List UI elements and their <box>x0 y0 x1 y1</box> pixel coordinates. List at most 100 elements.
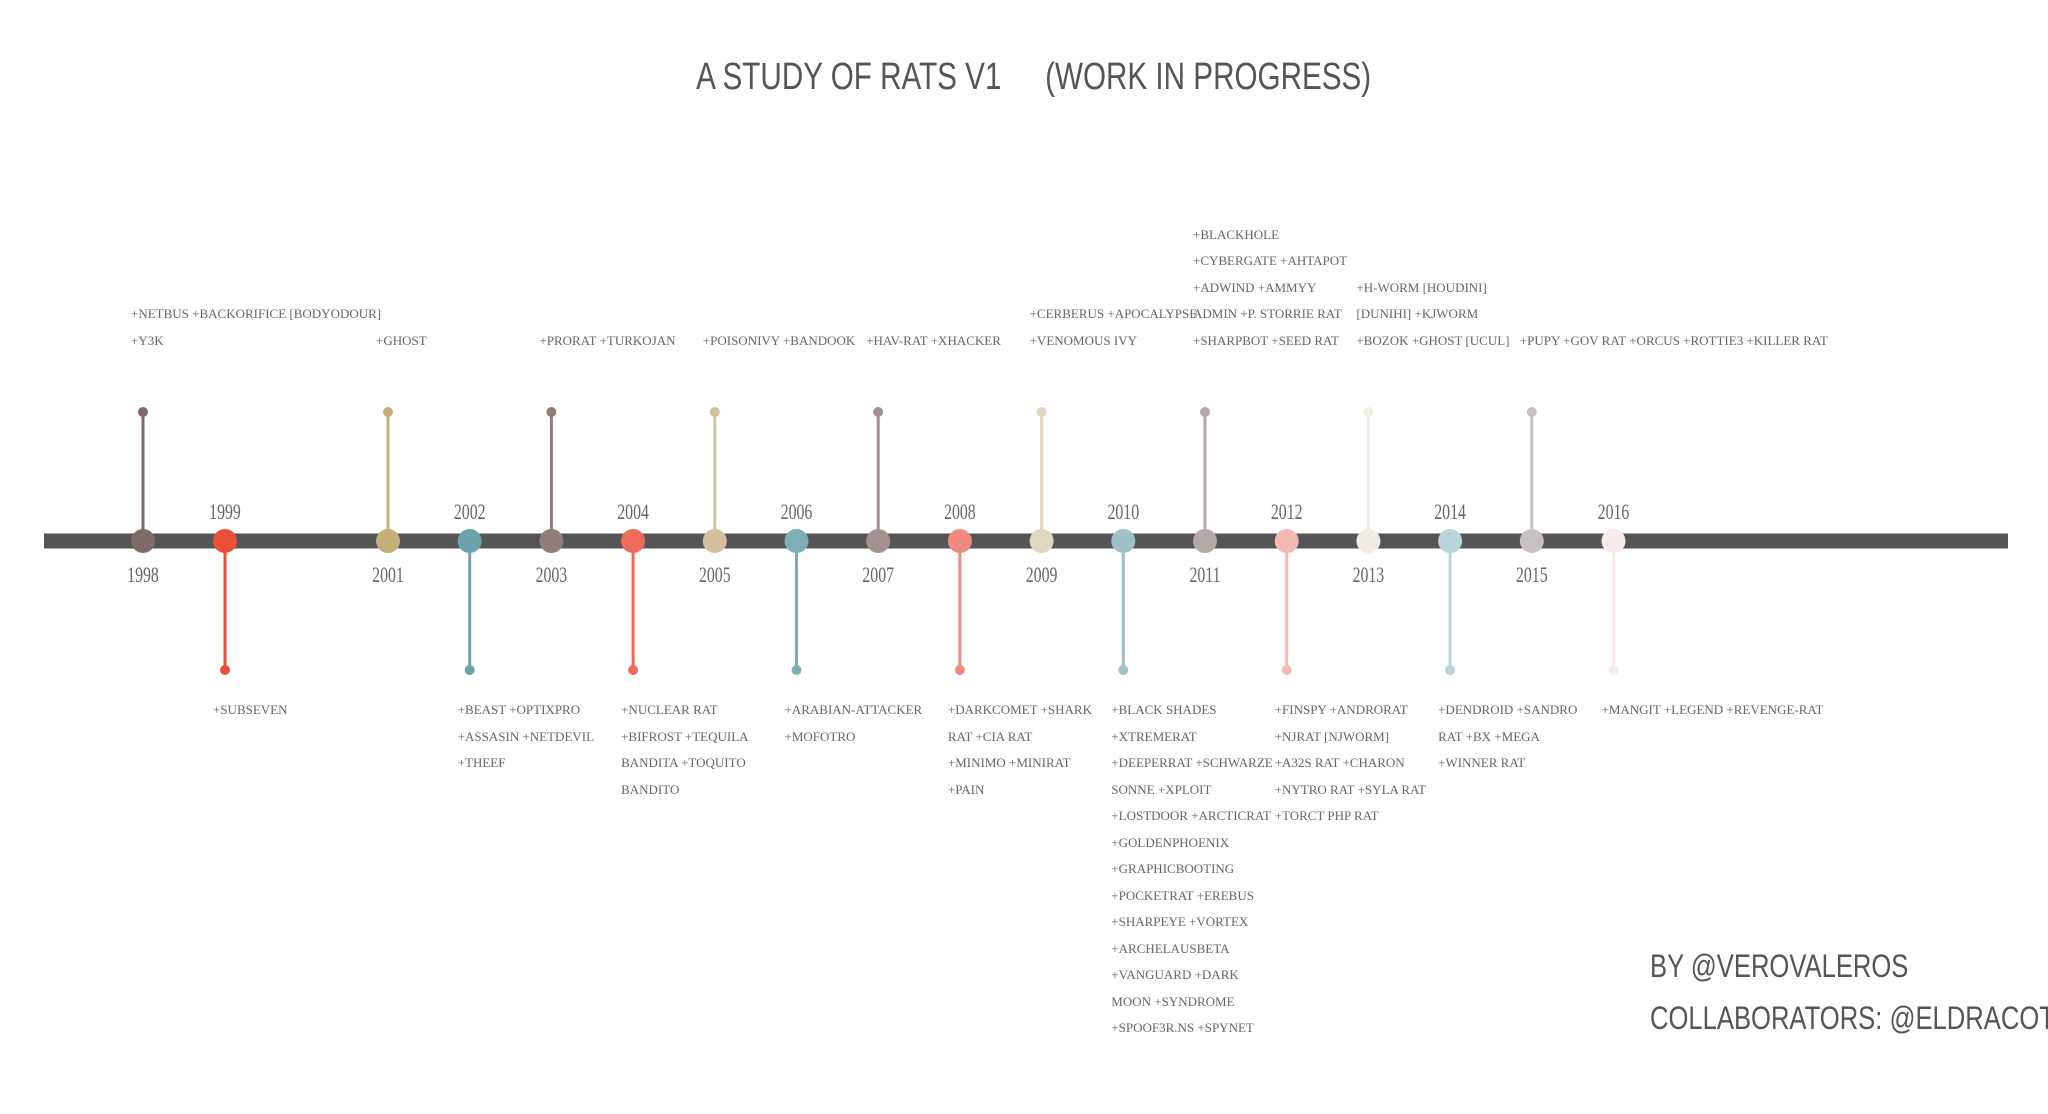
year-node-2013 <box>1356 529 1381 553</box>
year-label-2004: 2004 <box>617 501 649 525</box>
entry-line: SONNE +XPLOIT <box>1111 781 1212 797</box>
entry-2014: +DENDROID +SANDRO RAT +BX +MEGA +WINNER RA… <box>1438 697 1577 777</box>
entry-line: +POCKETRAT +EREBUS <box>1111 887 1254 903</box>
entry-line: +GRAPHICBOOTING <box>1111 861 1235 876</box>
entry-2010: +BLACK SHADES +XTREMERAT +DEEPERRAT +SCHWA… <box>1111 697 1272 1042</box>
collaborators-credit: COLLABORATORS: @ELDRACOTE <box>1650 1000 2048 1036</box>
entry-line: +WINNER RAT <box>1438 755 1526 770</box>
entry-line: +ADWIND +AMMYY <box>1193 279 1317 295</box>
entry-line: +NYTRO RAT +SYLA RAT <box>1274 781 1426 797</box>
year-label-2011: 2011 <box>1189 564 1220 588</box>
entry-line: MOON +SYNDROME <box>1111 993 1235 1009</box>
year-label-2001: 2001 <box>372 564 404 588</box>
year-node-2011 <box>1193 529 1217 553</box>
entry-line: +NUCLEAR RAT <box>621 702 718 717</box>
stem-tip-2010 <box>1118 665 1129 675</box>
entry-2016: +MANGIT +LEGEND +REVENGE-RAT <box>1602 697 1824 724</box>
stem-tip-2014 <box>1445 665 1456 675</box>
entry-2005: +POISONIVY +BANDOOK <box>703 328 856 355</box>
entry-line: BANDITA +TOQUITO <box>621 755 746 770</box>
stem-tip-2005 <box>709 407 720 417</box>
entry-line: +NETBUS +BACKORIFICE [BODYODOUR] <box>131 306 382 321</box>
stem-tip-2008 <box>954 665 965 675</box>
year-label-2014: 2014 <box>1434 501 1466 525</box>
entry-line: +DARKCOMET +SHARK <box>947 702 1092 717</box>
year-node-2007 <box>866 529 891 553</box>
stem-tip-1999 <box>220 665 230 675</box>
stem-tip-2013 <box>1363 407 1374 417</box>
year-label-2008: 2008 <box>944 501 976 525</box>
stem-tip-1998 <box>138 407 148 417</box>
entry-line: +ASSASIN +NETDEVIL <box>457 728 595 744</box>
entry-line: +POISONIVY +BANDOOK <box>702 332 856 348</box>
entry-2008: +DARKCOMET +SHARK RAT +CIA RAT +MINIMO +MI… <box>948 697 1092 803</box>
entry-2003: +PRORAT +TURKOJAN <box>539 328 675 355</box>
year-label-1998: 1998 <box>127 564 159 588</box>
year-node-2016 <box>1601 529 1626 553</box>
entry-line: +VENOMOUS IVY <box>1029 332 1137 348</box>
entry-line: +FINSPY +ANDRORAT <box>1274 702 1408 717</box>
entry-line: [DUNIHI] +KJWORM <box>1356 306 1479 321</box>
stem-tip-2016 <box>1608 665 1619 675</box>
stem-tip-2006 <box>791 665 802 675</box>
year-label-2006: 2006 <box>781 501 813 525</box>
entry-2006: +ARABIAN-ATTACKER +MOFOTRO <box>785 697 923 750</box>
entry-line: RAT +BX +MEGA <box>1438 728 1540 744</box>
entry-line: +PAIN <box>947 781 985 797</box>
entry-line: +PRORAT +TURKOJAN <box>539 332 676 348</box>
entry-2009: +CERBERUS +APOCALYPSE +VENOMOUS IVY <box>1030 301 1198 354</box>
year-node-2014 <box>1438 529 1463 553</box>
entry-line: +GOLDENPHOENIX <box>1111 834 1230 850</box>
stem-tip-2009 <box>1036 407 1047 417</box>
entry-line: BANDITO <box>621 781 680 797</box>
year-node-1999 <box>213 529 237 553</box>
year-node-2001 <box>376 529 400 553</box>
entry-line: +CYBERGATE +AHTAPOT <box>1193 253 1348 268</box>
entry-line: +SUBSEVEN <box>213 702 288 717</box>
stem-tip-2001 <box>383 407 393 417</box>
entry-line: +HAV-RAT +XHACKER <box>866 332 1001 348</box>
entry-line: +H-WORM [HOUDINI] <box>1356 279 1487 295</box>
year-label-2013: 2013 <box>1353 564 1385 588</box>
year-label-2010: 2010 <box>1107 501 1139 525</box>
entry-line: +Y3K <box>131 332 164 348</box>
entry-2013: +H-WORM [HOUDINI] [DUNIHI] +KJWORM +BOZOK … <box>1356 275 1509 355</box>
stem-tip-2002 <box>464 665 475 675</box>
entry-line: +BEAST +OPTIXPRO <box>457 702 581 717</box>
year-node-2009 <box>1029 529 1054 553</box>
entry-line: +ARCHELAUSBETA <box>1111 940 1230 956</box>
year-node-2012 <box>1274 529 1299 553</box>
year-label-2007: 2007 <box>862 564 894 588</box>
entry-line: +BIFROST +TEQUILA <box>621 728 749 744</box>
title-main: A STUDY OF RATS V1 <box>696 56 1002 98</box>
entry-line: +MOFOTRO <box>784 728 856 744</box>
credits: BY @VEROVALEROS COLLABORATORS: @ELDRACOT… <box>1650 940 2048 1044</box>
entry-2015: +PUPY +GOV RAT +ORCUS +ROTTIE3 +KILLER R… <box>1520 328 1828 355</box>
entry-line: +BOZOK +GHOST [UCUL] <box>1356 332 1510 348</box>
stem-tip-2015 <box>1526 407 1537 417</box>
year-node-2006 <box>784 529 809 553</box>
entry-line: +LOSTDOOR +ARCTICRAT <box>1111 808 1271 823</box>
title-status: (WORK IN PROGRESS) <box>1045 56 1372 98</box>
entry-line: +MANGIT +LEGEND +REVENGE-RAT <box>1601 702 1824 717</box>
year-node-1998 <box>131 529 155 553</box>
entry-line: +SPOOF3R.NS +SPYNET <box>1111 1020 1254 1035</box>
year-label-2002: 2002 <box>454 501 486 525</box>
year-label-2012: 2012 <box>1271 501 1303 525</box>
stem-tip-2007 <box>873 407 884 417</box>
entry-line: +THEEF <box>457 755 506 770</box>
entry-2001: +GHOST <box>376 328 427 355</box>
entry-line: RAT +CIA RAT <box>947 728 1033 744</box>
entry-line: +MINIMO +MINIRAT <box>947 755 1071 770</box>
year-node-2005 <box>702 529 727 553</box>
stem-tip-2004 <box>628 665 639 675</box>
year-label-2016: 2016 <box>1598 501 1630 525</box>
entry-1999: +SUBSEVEN <box>213 697 288 724</box>
entry-line: +BLACKHOLE <box>1193 226 1280 242</box>
year-label-2009: 2009 <box>1026 564 1058 588</box>
entry-line: +A32S RAT +CHARON <box>1274 755 1405 770</box>
entry-line: +ARABIAN-ATTACKER <box>784 702 923 717</box>
entry-line: +XTREMERAT <box>1111 728 1197 744</box>
entry-line: +CERBERUS +APOCALYPSE <box>1029 306 1198 321</box>
